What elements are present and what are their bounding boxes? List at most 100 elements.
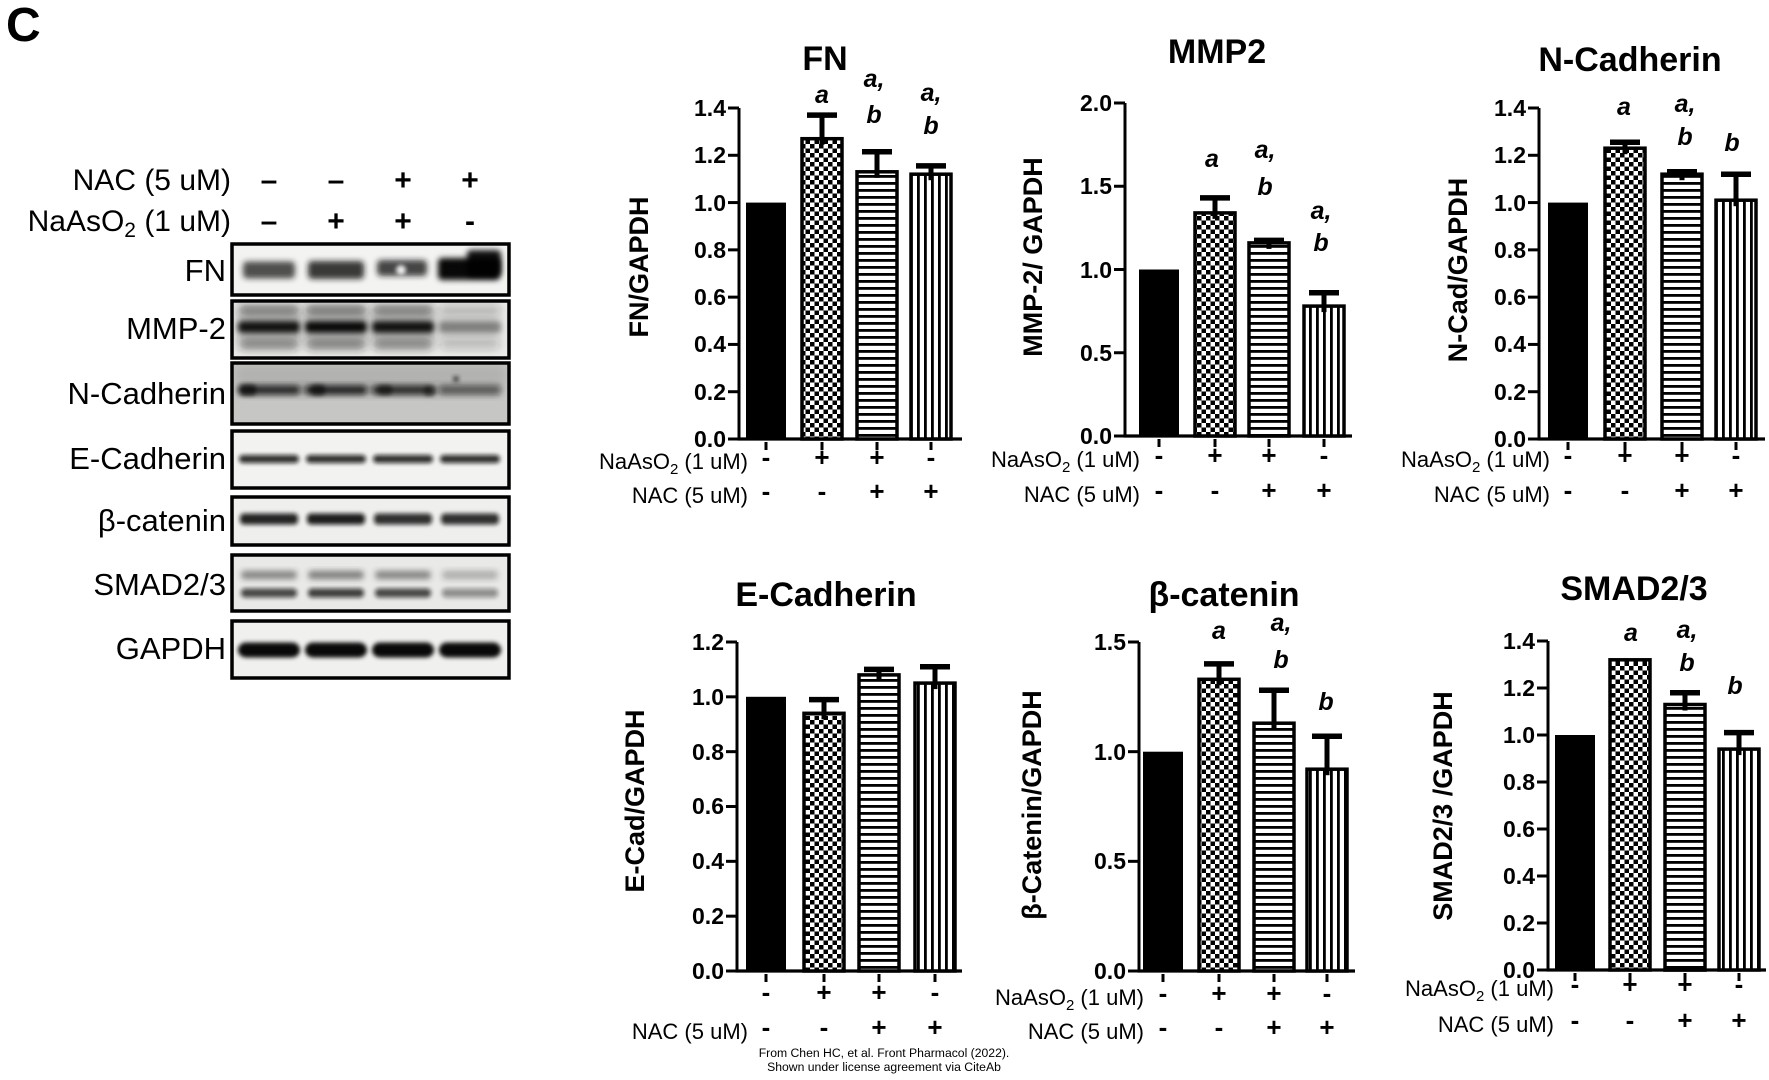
svg-text:1.4: 1.4	[694, 95, 726, 121]
svg-text:0.0: 0.0	[1494, 426, 1526, 452]
svg-text:NAC (5 uM): NAC (5 uM)	[1434, 482, 1550, 507]
svg-text:-: -	[1735, 969, 1744, 999]
svg-text:+: +	[869, 442, 884, 472]
svg-text:NAC (5 uM): NAC (5 uM)	[1028, 1019, 1144, 1044]
svg-text:MMP2: MMP2	[1168, 33, 1266, 71]
svg-text:+: +	[871, 1012, 886, 1042]
svg-text:1.2: 1.2	[1503, 675, 1535, 701]
svg-text:+: +	[816, 977, 831, 1007]
svg-text:0.2: 0.2	[1503, 910, 1535, 936]
svg-text:NaAsO2 (1 uM): NaAsO2 (1 uM)	[1401, 447, 1550, 476]
svg-text:a,: a,	[864, 65, 885, 93]
svg-text:1.5: 1.5	[1080, 173, 1112, 199]
svg-text:-: -	[818, 476, 827, 506]
svg-text:E-Cadherin: E-Cadherin	[69, 441, 226, 476]
svg-text:1.0: 1.0	[1503, 722, 1535, 748]
svg-text:b: b	[1677, 123, 1692, 151]
svg-text:0.0: 0.0	[1094, 958, 1126, 984]
svg-text:1.0: 1.0	[1080, 257, 1112, 283]
svg-text:0.6: 0.6	[1503, 816, 1535, 842]
svg-text:+: +	[871, 977, 886, 1007]
svg-text:SMAD2/3 /GAPDH: SMAD2/3 /GAPDH	[1428, 691, 1458, 921]
svg-text:Shown under license agreement: Shown under license agreement via CiteAb	[767, 1060, 1001, 1074]
svg-text:+: +	[327, 205, 345, 238]
svg-text:0.5: 0.5	[1080, 340, 1112, 366]
svg-text:-: -	[762, 442, 771, 472]
svg-text:+: +	[1728, 475, 1743, 505]
svg-text:+: +	[1677, 1005, 1692, 1035]
svg-text:0.8: 0.8	[692, 739, 724, 765]
svg-text:a,: a,	[1311, 197, 1332, 225]
svg-text:+: +	[1261, 475, 1276, 505]
svg-text:b: b	[1257, 173, 1272, 201]
svg-text:b: b	[866, 101, 881, 129]
svg-text:-: -	[1215, 1012, 1224, 1042]
svg-text:2.0: 2.0	[1080, 90, 1112, 116]
svg-text:-: -	[1571, 969, 1580, 999]
svg-text:MMP-2: MMP-2	[126, 311, 226, 346]
svg-text:–: –	[261, 205, 278, 238]
svg-text:0.4: 0.4	[1503, 863, 1535, 889]
svg-text:+: +	[814, 442, 829, 472]
svg-text:+: +	[869, 476, 884, 506]
svg-text:+: +	[1677, 969, 1692, 999]
svg-text:0.2: 0.2	[692, 903, 724, 929]
svg-text:b: b	[1724, 129, 1739, 157]
svg-text:0.0: 0.0	[694, 426, 726, 452]
svg-text:-: -	[1732, 440, 1741, 470]
svg-text:-: -	[1155, 440, 1164, 470]
svg-text:0.8: 0.8	[1503, 769, 1535, 795]
svg-text:N-Cad/GAPDH: N-Cad/GAPDH	[1443, 178, 1473, 363]
svg-text:1.0: 1.0	[694, 190, 726, 216]
svg-text:NAC (5 uM): NAC (5 uM)	[632, 483, 748, 508]
svg-text:-: -	[1626, 1005, 1635, 1035]
svg-text:+: +	[461, 164, 479, 197]
svg-text:1.0: 1.0	[1494, 190, 1526, 216]
svg-text:From Chen HC, et al. Front Pha: From Chen HC, et al. Front Pharmacol (20…	[759, 1046, 1010, 1060]
svg-text:1.2: 1.2	[694, 142, 726, 168]
svg-text:+: +	[1674, 475, 1689, 505]
svg-text:+: +	[1211, 978, 1226, 1008]
svg-text:MMP-2/ GAPDH: MMP-2/ GAPDH	[1018, 157, 1048, 357]
svg-text:0.6: 0.6	[692, 793, 724, 819]
svg-text:β-catenin: β-catenin	[1148, 576, 1299, 614]
svg-text:+: +	[394, 205, 412, 238]
svg-text:-: -	[762, 476, 771, 506]
svg-text:+: +	[1207, 440, 1222, 470]
svg-text:NAC (5 uM): NAC (5 uM)	[73, 164, 231, 197]
svg-text:0.8: 0.8	[1494, 237, 1526, 263]
svg-text:-: -	[1323, 978, 1332, 1008]
svg-text:FN: FN	[185, 253, 226, 288]
svg-text:0.0: 0.0	[1503, 957, 1535, 983]
svg-text:-: -	[1621, 475, 1630, 505]
svg-text:a: a	[1617, 93, 1631, 121]
svg-text:b: b	[923, 112, 938, 140]
svg-text:0.6: 0.6	[1494, 284, 1526, 310]
svg-text:NAC (5 uM): NAC (5 uM)	[1024, 482, 1140, 507]
svg-text:–: –	[328, 164, 345, 197]
svg-text:E-Cadherin: E-Cadherin	[735, 576, 916, 614]
svg-text:+: +	[394, 164, 412, 197]
svg-text:a,: a,	[1677, 616, 1698, 644]
svg-text:NAC (5 uM): NAC (5 uM)	[1438, 1012, 1554, 1037]
svg-text:β-Catenin/GAPDH: β-Catenin/GAPDH	[1017, 690, 1047, 920]
svg-text:-: -	[465, 205, 475, 238]
svg-text:+: +	[1617, 440, 1632, 470]
svg-text:-: -	[1155, 475, 1164, 505]
svg-text:0.2: 0.2	[1494, 379, 1526, 405]
svg-text:C: C	[6, 0, 41, 52]
svg-text:NAC (5 uM): NAC (5 uM)	[632, 1019, 748, 1044]
svg-text:NaAsO2 (1 uM): NaAsO2 (1 uM)	[599, 449, 748, 478]
svg-text:+: +	[1266, 1012, 1281, 1042]
svg-text:-: -	[1564, 475, 1573, 505]
svg-text:b: b	[1679, 649, 1694, 677]
svg-text:b: b	[1727, 672, 1742, 700]
svg-text:+: +	[1266, 978, 1281, 1008]
svg-text:a: a	[1212, 617, 1226, 645]
svg-text:E-Cad/GAPDH: E-Cad/GAPDH	[620, 709, 650, 892]
svg-text:0.6: 0.6	[694, 284, 726, 310]
svg-text:a: a	[1624, 619, 1638, 647]
svg-text:N-Cadherin: N-Cadherin	[1538, 41, 1721, 79]
svg-text:SMAD2/3: SMAD2/3	[1560, 570, 1707, 608]
svg-text:FN: FN	[802, 40, 847, 78]
